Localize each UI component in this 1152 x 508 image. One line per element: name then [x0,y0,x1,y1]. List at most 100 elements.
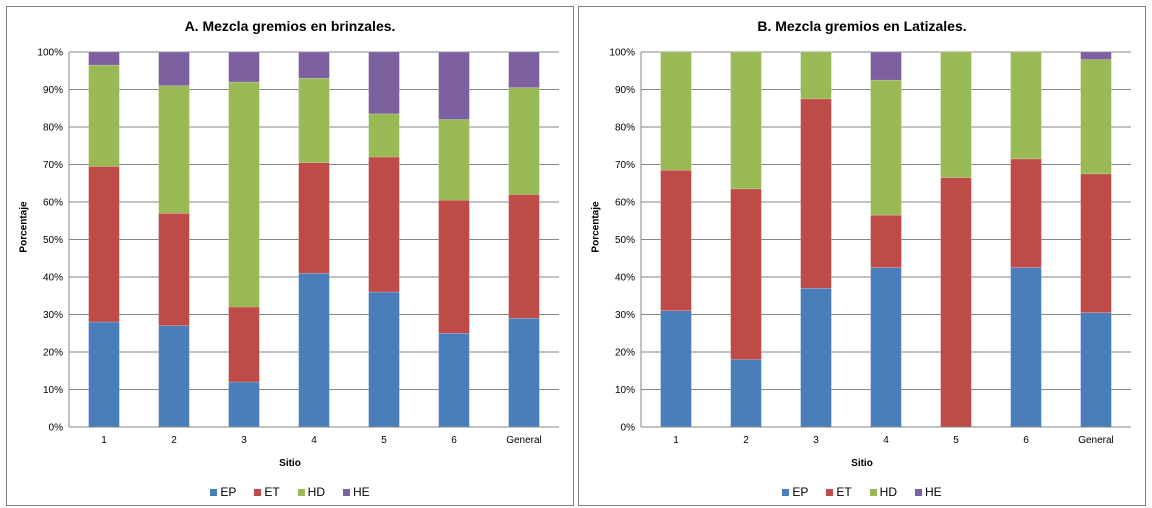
bar-segment-hd [438,119,470,201]
y-tick-label: 100% [37,48,63,59]
bar-segment-et [800,98,832,289]
bar-segment-ep [660,310,692,428]
bar-segment-hd [730,51,762,190]
legend-item-et: ET [254,485,280,499]
legend-label-he: HE [353,485,370,499]
legend-item-ep: EP [210,485,236,499]
y-tick-label: 70% [615,160,635,171]
bar-segment-ep [1010,267,1042,428]
x-tick-label: 3 [241,435,247,446]
bar-segment-ep [508,318,540,428]
legend-label-ep: EP [792,485,809,499]
bar-segment-ep [88,321,120,428]
bar-segment-et [158,213,190,326]
y-tick-label: 30% [615,310,635,321]
legend-swatch-ep [782,488,790,496]
bar-segment-ep [438,333,470,428]
bar-segment-he [1080,51,1112,60]
legend-item-he: HE [343,485,370,499]
legend-label-hd: HD [879,485,898,499]
bar-segment-hd [228,81,260,308]
legend-item-ep: EP [782,485,808,499]
bar-segment-et [508,194,540,319]
y-tick-label: 10% [43,385,63,396]
bar-segment-he [368,51,400,115]
bar-segment-he [158,51,190,86]
y-tick-label: 40% [615,273,635,284]
bar-segment-ep [730,359,762,428]
bar-segment-he [228,51,260,83]
legend-swatch-et [826,488,834,496]
y-tick-label: 20% [43,348,63,359]
bar-segment-et [298,162,330,274]
legend-swatch-he [343,488,351,496]
chart-title: A. Mezcla gremios en brinzales. [184,18,396,34]
y-tick-label: 0% [49,423,64,434]
y-tick-label: 60% [43,198,63,209]
x-tick-label: 5 [953,435,959,446]
x-tick-label: 2 [171,435,177,446]
bar-segment-ep [158,325,190,428]
x-tick-label: General [1078,435,1114,446]
x-tick-label: 6 [1023,435,1029,446]
y-tick-label: 80% [615,123,635,134]
legend-item-hd: HD [869,485,898,499]
legend-label-et: ET [836,485,852,499]
legend-label-he: HE [925,485,942,499]
x-axis-label: Sitio [851,458,873,469]
y-tick-label: 20% [615,348,635,359]
x-tick-label: 1 [101,435,107,446]
bar-segment-hd [940,51,972,178]
x-tick-label: 2 [743,435,749,446]
bar-segment-et [660,169,692,311]
x-tick-label: General [506,435,542,446]
x-axis-label: Sitio [279,458,301,469]
bar-segment-ep [870,267,902,428]
x-tick-label: 6 [451,435,457,446]
bar-segment-et [1080,173,1112,313]
y-tick-label: 50% [43,235,63,246]
bar-segment-et [368,156,400,293]
chart-title: B. Mezcla gremios en Latizales. [757,18,967,34]
chart-plot-area: 0% 10% 20% 30% 40% 50% 60% 70% 80% 90% 100% 1 2 3 4 5 6 G… [37,48,559,446]
legend-item-et: ET [826,485,852,499]
bar-segment-ep [800,288,832,428]
bar-segment-et [228,306,260,383]
bar-segment-he [870,51,902,81]
y-tick-label: 90% [43,85,63,96]
chart-panel-a: A. Mezcla gremios en brinzales. 0% 10% 20%… [6,6,574,506]
bar-segment-et [88,166,120,323]
y-tick-label: 50% [615,235,635,246]
bar-segment-et [870,214,902,268]
x-tick-label: 4 [883,435,889,446]
legend-item-hd: HD [297,485,326,499]
chart-legend: EP ET HD HE [579,485,1145,499]
chart-panel-b: B. Mezcla gremios en Latizales. 0% 10% 20%… [578,6,1146,506]
bar-segment-hd [660,51,692,171]
y-tick-label: 80% [43,123,63,134]
y-axis-label: Porcentaje [590,201,602,253]
bar-segment-he [508,51,540,88]
x-tick-label: 4 [311,435,317,446]
legend-swatch-et [254,488,262,496]
bar-segment-hd [1010,51,1042,160]
y-tick-label: 90% [615,85,635,96]
chart-legend: EP ET HD HE [7,485,573,499]
legend-item-he: HE [915,485,942,499]
bar-segment-ep [298,273,330,428]
y-tick-label: 30% [43,310,63,321]
bar-segment-ep [228,381,260,428]
bar-segment-et [730,188,762,360]
bar-segment-he [298,51,330,79]
legend-label-hd: HD [307,485,326,499]
bar-segment-hd [1080,59,1112,175]
y-tick-label: 60% [615,198,635,209]
legend-label-et: ET [264,485,280,499]
chart-plot-area: 0% 10% 20% 30% 40% 50% 60% 70% 80% 90% 100% 1 2 3 4 5 6 G… [609,48,1131,446]
bar-segment-hd [800,51,832,100]
legend-swatch-hd [297,488,305,496]
bar-segment-hd [870,79,902,216]
x-tick-label: 1 [673,435,679,446]
y-tick-label: 100% [609,48,635,59]
bar-segment-et [1010,158,1042,268]
